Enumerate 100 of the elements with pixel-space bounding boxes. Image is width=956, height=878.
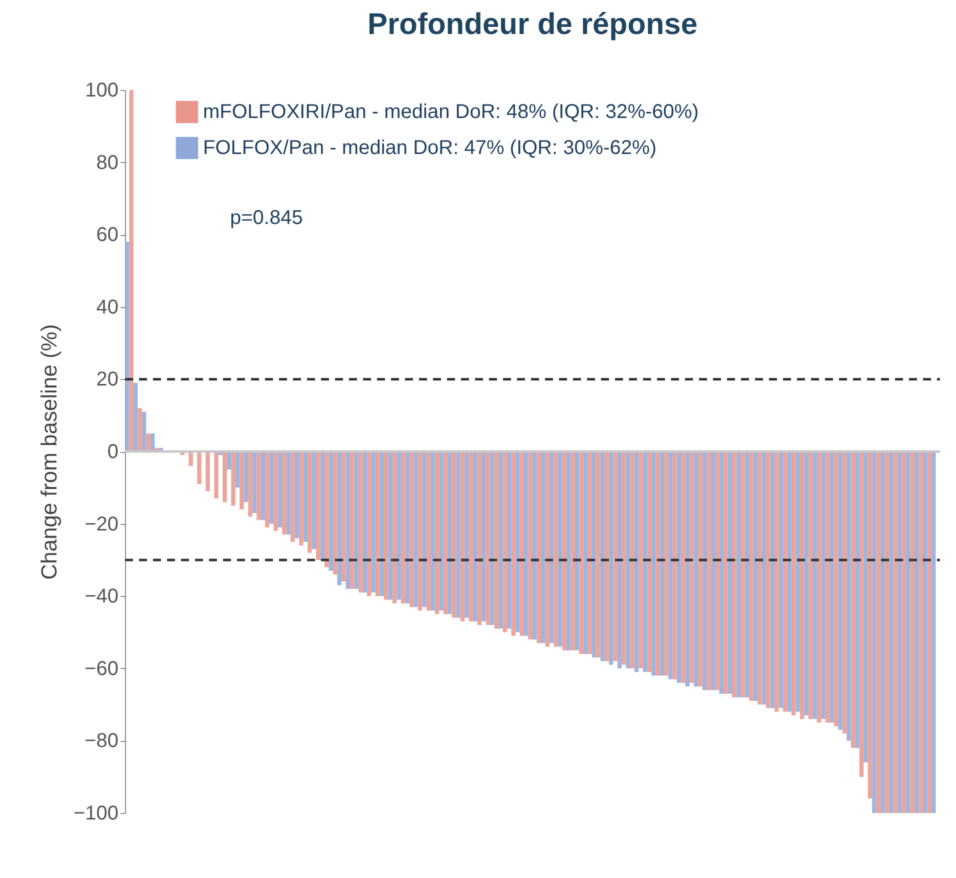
bar [647, 452, 652, 672]
bar [570, 452, 575, 650]
bar [778, 452, 783, 708]
bar [927, 452, 932, 813]
bar [613, 452, 618, 662]
bar [490, 452, 494, 626]
bar [804, 452, 808, 716]
bar [918, 452, 924, 813]
bar [133, 382, 138, 452]
bar [414, 452, 418, 607]
bar [690, 452, 694, 683]
bar [766, 452, 770, 708]
bar [842, 452, 847, 734]
bar [672, 452, 677, 680]
bar [206, 452, 210, 492]
bar [308, 452, 312, 553]
bar [486, 452, 490, 626]
bar [549, 452, 554, 644]
bar [724, 452, 728, 694]
bar [422, 452, 426, 607]
bar [524, 452, 528, 636]
bar [142, 412, 146, 452]
bar [592, 452, 596, 658]
bar [498, 452, 503, 629]
bar [838, 452, 842, 730]
bar [286, 452, 291, 535]
bar [574, 452, 580, 650]
bar [346, 452, 350, 589]
bar [129, 90, 134, 452]
bar [757, 452, 762, 705]
bar [341, 452, 346, 582]
bar [634, 452, 639, 672]
bar [830, 452, 834, 723]
bar [316, 452, 320, 560]
bar [380, 452, 384, 596]
bar [816, 452, 822, 723]
y-tick-label: −60 [84, 658, 118, 680]
bar [494, 452, 499, 629]
y-tick-label: 60 [96, 224, 118, 246]
bar [880, 452, 885, 813]
bar [426, 452, 431, 611]
legend-label: FOLFOX/Pan - median DoR: 47% (IQR: 30%-62%) [203, 137, 656, 159]
bar [214, 452, 218, 498]
bar [197, 452, 202, 484]
bar [850, 452, 856, 748]
bar [676, 452, 682, 683]
bar [626, 452, 630, 668]
bar [656, 452, 660, 676]
bar [787, 452, 792, 712]
bar [294, 452, 300, 538]
bar [706, 452, 711, 690]
bar [350, 452, 354, 589]
y-tick-label: 0 [107, 441, 118, 463]
bar [240, 452, 244, 510]
bar [400, 452, 406, 604]
bar [554, 452, 558, 647]
bar [222, 452, 227, 502]
bar [694, 452, 698, 686]
bar [932, 452, 936, 813]
bar [898, 452, 902, 813]
bar [405, 452, 410, 604]
bar [409, 452, 414, 607]
bar [562, 452, 566, 650]
y-tick-label: −40 [84, 586, 118, 608]
bar [808, 452, 813, 720]
legend-label: mFOLFOXIRI/Pan - median DoR: 48% (IQR: 32%-60%) [203, 101, 699, 123]
bar [812, 452, 817, 720]
bar [125, 242, 130, 452]
bar [596, 452, 600, 658]
bar [681, 452, 686, 683]
bar [452, 452, 456, 618]
bar [516, 452, 520, 632]
bar [146, 433, 150, 452]
bar [914, 452, 919, 813]
bar [540, 452, 546, 644]
bar [235, 452, 240, 488]
bar [748, 452, 754, 701]
bar [473, 452, 478, 622]
bar [774, 452, 779, 712]
bar [868, 452, 872, 799]
chart-title: Profondeur de réponse [367, 8, 698, 41]
bar [834, 452, 838, 726]
bar [375, 452, 380, 596]
bar [736, 452, 740, 698]
bar [558, 452, 562, 647]
bar [719, 452, 724, 694]
y-axis-title: Change from baseline (%) [36, 324, 62, 580]
y-tick-label: −80 [84, 730, 118, 752]
bar [430, 452, 435, 611]
bar [371, 452, 376, 592]
bar [477, 452, 482, 626]
bar [796, 452, 800, 712]
y-tick-label: 100 [85, 80, 118, 102]
bar [456, 452, 460, 618]
bar [588, 452, 592, 654]
bar [460, 452, 465, 622]
bar [511, 452, 516, 636]
bar [770, 452, 774, 708]
y-tick-label: −100 [73, 802, 118, 824]
bar [782, 452, 788, 712]
